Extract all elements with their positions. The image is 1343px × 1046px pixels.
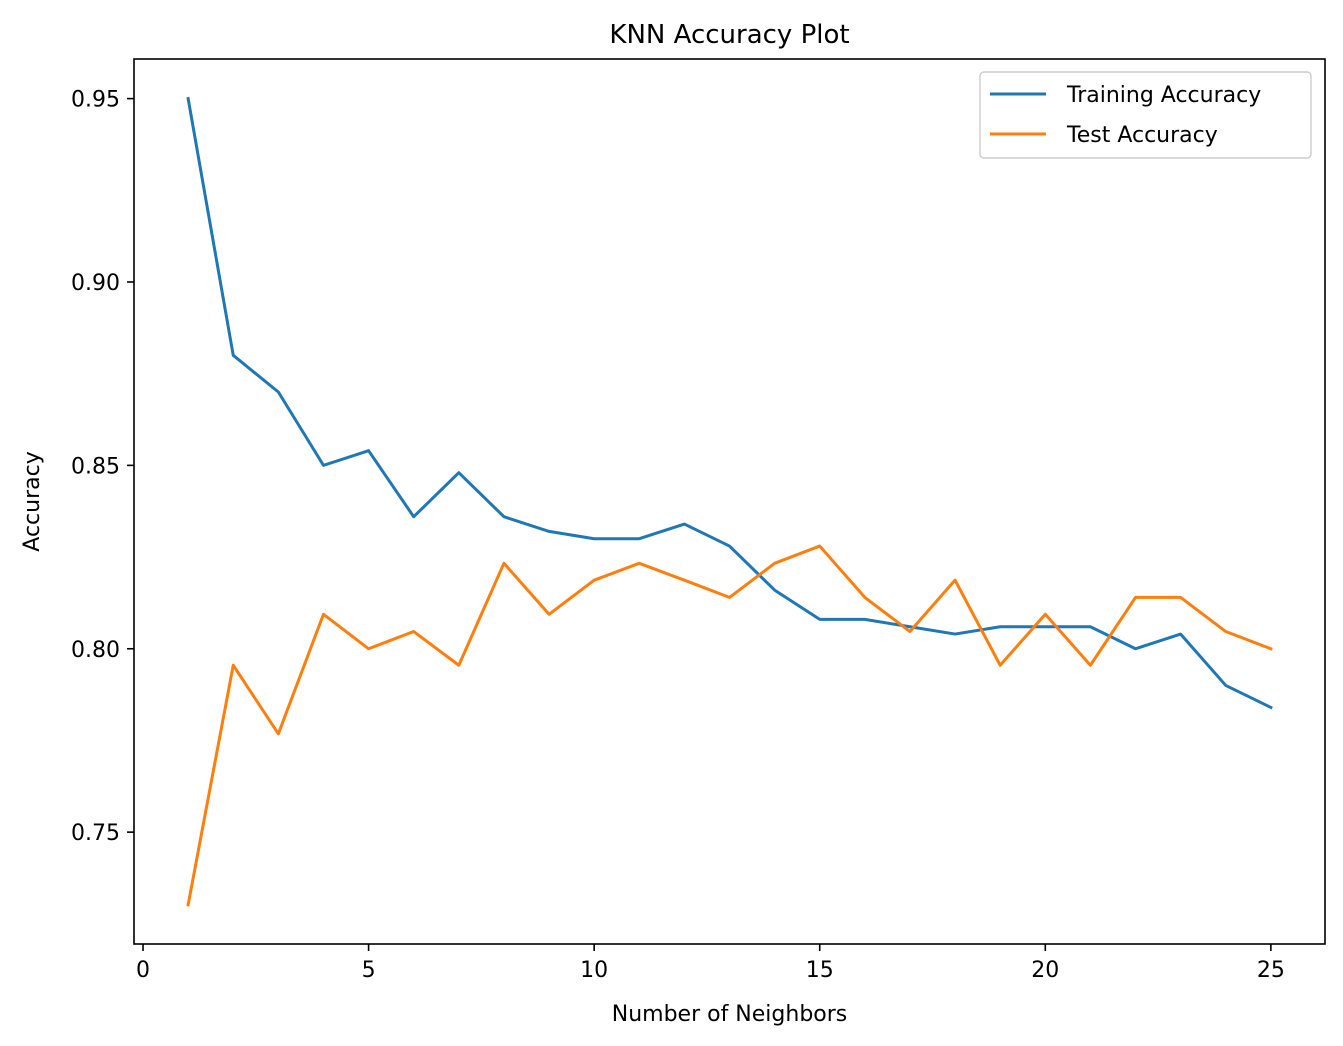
x-tick-label: 10: [580, 958, 608, 983]
x-tick-label: 15: [806, 958, 834, 983]
y-tick-label: 0.75: [71, 821, 120, 846]
y-axis-ticks: 0.75 0.80 0.85 0.90 0.95: [71, 88, 134, 846]
y-tick-label: 0.90: [71, 271, 120, 296]
x-tick-label: 0: [136, 958, 150, 983]
x-axis-ticks: 0 5 10 15 20 25: [136, 944, 1285, 983]
legend-label-training: Training Accuracy: [1066, 83, 1261, 108]
x-axis-label: Number of Neighbors: [612, 1002, 848, 1027]
y-tick-label: 0.80: [71, 638, 120, 663]
axes: [133, 58, 1326, 945]
y-tick-label: 0.95: [71, 88, 120, 113]
x-tick-label: 5: [362, 958, 376, 983]
legend: Training Accuracy Test Accuracy: [979, 71, 1312, 159]
y-axis-label: Accuracy: [20, 451, 45, 551]
x-tick-label: 25: [1257, 958, 1285, 983]
x-tick-label: 20: [1031, 958, 1059, 983]
legend-box: [979, 71, 1312, 159]
chart-title: KNN Accuracy Plot: [609, 20, 849, 50]
series-line-training-accuracy: [186, 96, 1273, 710]
series-line-test-accuracy: [186, 544, 1273, 907]
plot-area: [186, 96, 1273, 907]
axes-frame: [133, 58, 1326, 945]
y-tick-label: 0.85: [71, 454, 120, 479]
legend-label-test: Test Accuracy: [1066, 123, 1218, 148]
